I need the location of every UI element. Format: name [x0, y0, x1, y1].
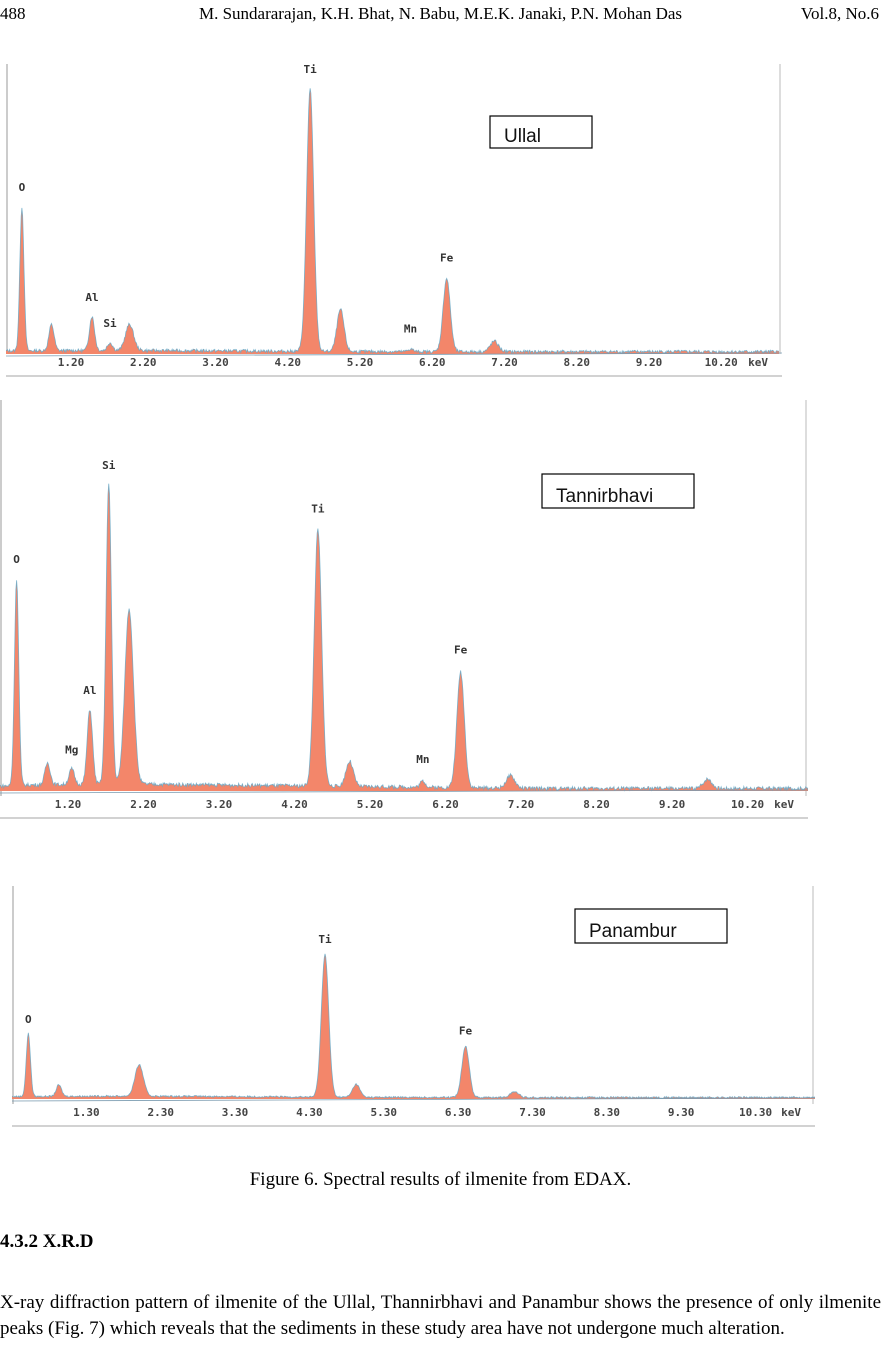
- x-tick-label: 7.20: [508, 798, 535, 811]
- peak-label-si: Si: [102, 459, 116, 472]
- x-tick-label: 3.20: [202, 356, 229, 369]
- x-tick-label: 6.20: [419, 356, 446, 369]
- spectrum-tannirbhavi-plot: O Mg Al Si Ti Mn Fe 1.20 2.20 3.20 4.20 5.20 6.20 7.2…: [0, 400, 808, 819]
- x-tick-label: 9.20: [659, 798, 686, 811]
- figure-caption: Figure 6. Spectral results of ilmenite f…: [249, 1169, 632, 1190]
- peak-label-al: Al: [83, 684, 96, 697]
- peak-label-o: O: [25, 1013, 32, 1026]
- spectrum-panambur: O Ti Fe 1.30 2.30 3.30 4.30 5.30 6.30 7.30 8.30 9.3…: [12, 884, 815, 1134]
- peak-label-al: Al: [85, 291, 98, 304]
- spectrum-tannirbhavi: O Mg Al Si Ti Mn Fe 1.20 2.20 3.20 4.20 5.20 6.20 7.2…: [0, 398, 808, 824]
- x-tick-label: 6.30: [445, 1106, 472, 1119]
- x-tick-label: 5.20: [347, 356, 374, 369]
- x-tick-label: 3.20: [206, 798, 233, 811]
- x-tick-label: 10.30: [739, 1106, 772, 1119]
- spectrum-panambur-plot: O Ti Fe 1.30 2.30 3.30 4.30 5.30 6.30 7.30 8.30 9.3…: [12, 886, 815, 1127]
- x-tick-label: 1.20: [58, 356, 85, 369]
- x-tick-label: 2.20: [130, 356, 157, 369]
- baseline: [12, 1097, 815, 1102]
- x-tick-label: 8.30: [594, 1106, 621, 1119]
- peak-label-ti: Ti: [304, 63, 318, 76]
- x-tick-label: 10.20: [705, 356, 738, 369]
- baseline: [0, 789, 808, 794]
- peak-label-o: O: [13, 553, 20, 566]
- peak-label-fe: Fe: [459, 1024, 473, 1037]
- sample-label: Ullal: [504, 126, 541, 147]
- x-axis-unit: keV: [781, 1106, 801, 1119]
- sample-label-box: [574, 908, 728, 944]
- x-tick-label: 4.20: [281, 798, 308, 811]
- spectrum-ullal-plot: O Al Si Ti Mn Fe 1.20 2.20 3.20 4.20 5.20 6.20 7.20 8…: [6, 63, 782, 377]
- author-list: M. Sundararajan, K.H. Bhat, N. Babu, M.E…: [198, 4, 683, 23]
- peak-label-si: Si: [103, 317, 117, 330]
- x-tick-label: 4.20: [274, 356, 301, 369]
- x-tick-label: 1.30: [73, 1106, 100, 1119]
- x-tick-label: 8.20: [563, 356, 590, 369]
- sample-label-box: [541, 473, 695, 509]
- spectrum-ullal: O Al Si Ti Mn Fe 1.20 2.20 3.20 4.20 5.20 6.20 7.20 8…: [6, 62, 782, 382]
- x-tick-label: 9.30: [668, 1106, 695, 1119]
- x-tick-label: 7.20: [491, 356, 518, 369]
- spectrum-outline: [0, 483, 808, 792]
- sample-label: Tannirbhavi: [556, 486, 653, 507]
- x-tick-label: 5.20: [357, 798, 384, 811]
- spectrum-fill: [12, 953, 815, 1099]
- x-tick-label: 7.30: [519, 1106, 546, 1119]
- baseline: [6, 352, 782, 357]
- peak-label-ti: Ti: [311, 503, 325, 516]
- x-tick-label: 9.20: [636, 356, 663, 369]
- peak-label-mg: Mg: [65, 744, 78, 757]
- sample-label: Panambur: [589, 921, 677, 942]
- spectrum-fill: [6, 88, 779, 354]
- peak-label-ti: Ti: [318, 933, 332, 946]
- spectrum-outline: [6, 88, 780, 355]
- x-axis-unit: keV: [774, 798, 794, 811]
- peak-label-o: O: [19, 181, 26, 194]
- peak-label-mn: Mn: [404, 322, 417, 335]
- x-tick-label: 6.20: [432, 798, 459, 811]
- spectrum-outline: [12, 953, 815, 1100]
- x-tick-label: 2.20: [130, 798, 157, 811]
- volume-info: Vol.8, No.6: [800, 4, 879, 23]
- x-tick-label: 1.20: [55, 798, 82, 811]
- spectrum-fill: [0, 483, 808, 791]
- page-number: 488: [0, 4, 26, 23]
- x-tick-label: 8.20: [583, 798, 610, 811]
- x-axis-unit: keV: [748, 356, 768, 369]
- x-tick-label: 2.30: [147, 1106, 174, 1119]
- x-tick-label: 3.30: [222, 1106, 249, 1119]
- body-paragraph: X-ray diffraction pattern of ilmenite of…: [0, 1292, 881, 1339]
- peak-label-mn: Mn: [416, 753, 429, 766]
- x-tick-label: 5.30: [371, 1106, 398, 1119]
- sample-label-box: [489, 115, 593, 149]
- x-tick-label: 4.30: [296, 1106, 323, 1119]
- running-header: 488 M. Sundararajan, K.H. Bhat, N. Babu,…: [0, 4, 881, 28]
- x-tick-label: 10.20: [731, 798, 764, 811]
- peak-label-fe: Fe: [440, 252, 454, 265]
- section-heading: 4.3.2 X.R.D: [0, 1231, 94, 1252]
- peak-label-fe: Fe: [454, 644, 468, 657]
